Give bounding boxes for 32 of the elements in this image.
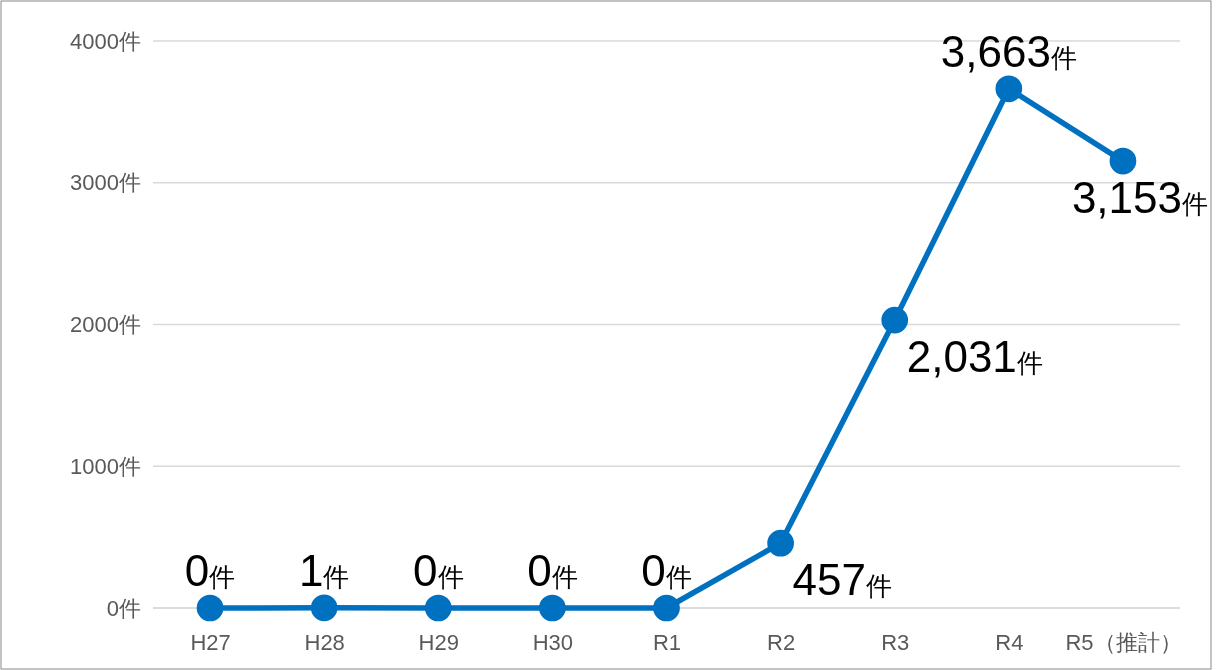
- data-label: 0件: [184, 546, 236, 595]
- x-tick-label: R3: [881, 629, 910, 655]
- data-label: 0件: [413, 546, 464, 595]
- x-tick-label: R1: [652, 629, 682, 655]
- data-label: 1件: [298, 545, 350, 595]
- x-tick-label: R2: [767, 629, 796, 655]
- point: [653, 594, 680, 622]
- point: [196, 594, 224, 622]
- y-tick-label: 4000件: [70, 28, 141, 54]
- point: [424, 594, 452, 622]
- x-tick-label: H29: [418, 629, 459, 655]
- x-tick-label: R5（推計）: [1065, 629, 1182, 655]
- y-tick-label: 3000件: [70, 170, 141, 196]
- data-label: 0件: [641, 546, 692, 595]
- point: [767, 529, 794, 557]
- x-tick-label: H28: [304, 629, 345, 655]
- data-label: 3,153件: [1071, 173, 1208, 223]
- point: [539, 594, 566, 622]
- y-tick-label: 2000件: [70, 312, 141, 338]
- x-tick-label: H30: [532, 629, 574, 655]
- data-label: 0件: [527, 546, 578, 595]
- point: [310, 594, 338, 622]
- data-label: 3,663件: [940, 26, 1077, 76]
- x-tick-label: R4: [995, 629, 1024, 655]
- x-tick-label: H27: [190, 629, 231, 655]
- data-label: 457件: [792, 555, 893, 605]
- data-label: 2,031件: [906, 332, 1043, 382]
- point: [1109, 147, 1137, 175]
- y-tick-label: 1000件: [70, 453, 141, 479]
- point: [995, 75, 1023, 103]
- y-tick-label: 0件: [106, 595, 141, 621]
- point: [881, 306, 909, 334]
